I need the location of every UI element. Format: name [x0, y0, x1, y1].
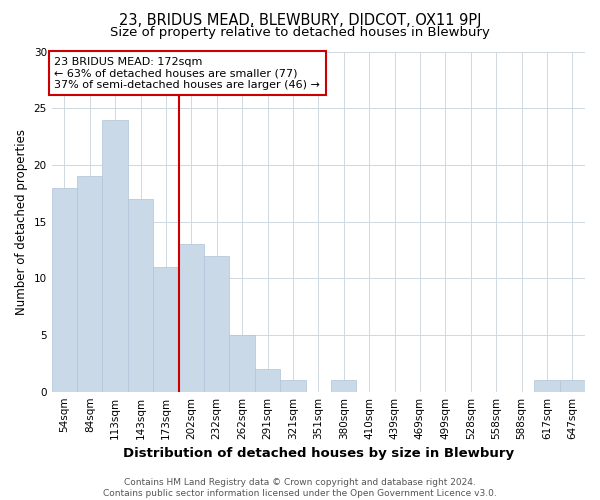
- Bar: [103, 120, 128, 392]
- Bar: [77, 176, 103, 392]
- Y-axis label: Number of detached properties: Number of detached properties: [15, 128, 28, 314]
- Bar: [204, 256, 229, 392]
- Bar: [255, 369, 280, 392]
- Bar: [534, 380, 560, 392]
- Bar: [280, 380, 305, 392]
- Text: Contains HM Land Registry data © Crown copyright and database right 2024.
Contai: Contains HM Land Registry data © Crown c…: [103, 478, 497, 498]
- Bar: [560, 380, 585, 392]
- X-axis label: Distribution of detached houses by size in Blewbury: Distribution of detached houses by size …: [123, 447, 514, 460]
- Text: Size of property relative to detached houses in Blewbury: Size of property relative to detached ho…: [110, 26, 490, 39]
- Bar: [52, 188, 77, 392]
- Bar: [128, 199, 153, 392]
- Bar: [153, 267, 179, 392]
- Text: 23, BRIDUS MEAD, BLEWBURY, DIDCOT, OX11 9PJ: 23, BRIDUS MEAD, BLEWBURY, DIDCOT, OX11 …: [119, 12, 481, 28]
- Bar: [179, 244, 204, 392]
- Bar: [229, 335, 255, 392]
- Text: 23 BRIDUS MEAD: 172sqm
← 63% of detached houses are smaller (77)
37% of semi-det: 23 BRIDUS MEAD: 172sqm ← 63% of detached…: [55, 56, 320, 90]
- Bar: [331, 380, 356, 392]
